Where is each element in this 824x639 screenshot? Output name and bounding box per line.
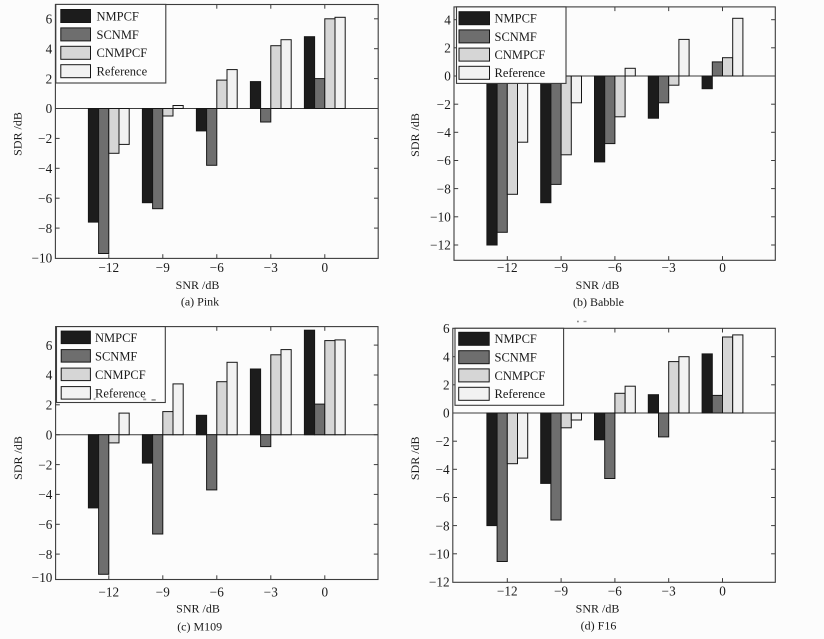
svg-text:−8: −8	[436, 518, 450, 533]
svg-text:CNMPCF: CNMPCF	[95, 368, 146, 382]
svg-text:−9: −9	[554, 260, 568, 275]
svg-text:4: 4	[444, 12, 451, 27]
svg-text:−3: −3	[662, 584, 676, 599]
svg-text:Reference: Reference	[495, 387, 546, 401]
svg-text:−6: −6	[210, 260, 224, 275]
svg-text:0: 0	[719, 260, 726, 275]
svg-text:−9: −9	[156, 260, 170, 275]
svg-text:−6: −6	[210, 585, 224, 600]
svg-text:CNMPCF: CNMPCF	[495, 369, 546, 383]
svg-text:−6: −6	[38, 517, 52, 532]
svg-text:CNMPCF: CNMPCF	[495, 48, 546, 62]
svg-text:−6: −6	[436, 490, 450, 505]
svg-text:2: 2	[46, 71, 53, 86]
svg-text:−2: −2	[437, 97, 451, 112]
svg-text:−6: −6	[38, 191, 52, 206]
svg-text:2: 2	[444, 41, 451, 56]
svg-text:−2: −2	[436, 434, 450, 449]
svg-text:−2: −2	[38, 457, 52, 472]
svg-text:0: 0	[444, 69, 451, 84]
svg-text:−12: −12	[429, 575, 450, 590]
svg-text:(d) F16: (d) F16	[581, 619, 617, 633]
svg-text:Reference: Reference	[95, 386, 146, 400]
svg-text:2: 2	[443, 378, 450, 393]
svg-text:0: 0	[719, 584, 726, 599]
svg-text:−8: −8	[437, 181, 451, 196]
svg-text:−10: −10	[430, 210, 451, 225]
svg-text:NMPCF: NMPCF	[495, 12, 537, 26]
svg-text:4: 4	[46, 368, 53, 383]
svg-text:−12: −12	[497, 584, 518, 599]
svg-text:−6: −6	[608, 584, 622, 599]
svg-text:4: 4	[443, 349, 450, 364]
svg-text:6: 6	[46, 12, 53, 27]
svg-text:−3: −3	[264, 260, 278, 275]
svg-text:6: 6	[443, 321, 450, 336]
svg-text:SDR /dB: SDR /dB	[11, 436, 25, 480]
svg-text:4: 4	[46, 41, 53, 56]
svg-text:−4: −4	[38, 161, 52, 176]
svg-text:Reference: Reference	[97, 65, 148, 79]
svg-text:−10: −10	[32, 251, 53, 266]
svg-text:SDR /dB: SDR /dB	[408, 113, 422, 157]
svg-text:SCNMF: SCNMF	[495, 351, 537, 365]
svg-text:NMPCF: NMPCF	[495, 332, 537, 346]
svg-text:SNR /dB: SNR /dB	[576, 278, 620, 292]
svg-text:−8: −8	[38, 547, 52, 562]
svg-text:Reference: Reference	[495, 66, 546, 80]
svg-text:SNR /dB: SNR /dB	[176, 602, 220, 616]
svg-text:−3: −3	[264, 585, 278, 600]
svg-text:−6: −6	[437, 153, 451, 168]
svg-text:−12: −12	[98, 585, 119, 600]
svg-text:0: 0	[46, 101, 53, 116]
svg-text:SDR /dB: SDR /dB	[408, 436, 422, 480]
svg-text:−9: −9	[554, 584, 568, 599]
svg-text:SNR /dB: SNR /dB	[576, 602, 620, 616]
svg-text:−10: −10	[32, 570, 53, 585]
svg-text:SCNMF: SCNMF	[495, 30, 537, 44]
svg-text:0: 0	[322, 585, 329, 600]
svg-text:SDR /dB: SDR /dB	[11, 112, 25, 156]
svg-text:2: 2	[46, 398, 53, 413]
svg-text:0: 0	[46, 427, 53, 442]
svg-text:6: 6	[46, 338, 53, 353]
svg-text:−4: −4	[437, 125, 451, 140]
svg-text:NMPCF: NMPCF	[95, 331, 137, 345]
svg-text:0: 0	[322, 260, 329, 275]
svg-text:−2: −2	[38, 131, 52, 146]
svg-text:−6: −6	[608, 260, 622, 275]
svg-text:0: 0	[443, 406, 450, 421]
svg-text:(c) M109: (c) M109	[177, 619, 222, 633]
svg-text:(a) Pink: (a) Pink	[181, 295, 219, 309]
svg-text:−12: −12	[497, 260, 518, 275]
svg-text:−3: −3	[662, 260, 676, 275]
svg-text:CNMPCF: CNMPCF	[97, 46, 148, 60]
svg-text:−10: −10	[429, 547, 450, 562]
svg-text:−9: −9	[156, 585, 170, 600]
svg-text:SNR /dB: SNR /dB	[176, 278, 220, 292]
svg-text:−4: −4	[38, 487, 52, 502]
svg-text:−12: −12	[98, 260, 119, 275]
svg-text:(b) Babble: (b) Babble	[573, 295, 624, 309]
svg-text:−4: −4	[436, 462, 450, 477]
svg-text:−8: −8	[38, 221, 52, 236]
svg-text:NMPCF: NMPCF	[97, 9, 139, 23]
svg-text:SCNMF: SCNMF	[97, 28, 139, 42]
svg-text:−12: −12	[430, 238, 451, 253]
svg-text:SCNMF: SCNMF	[95, 349, 137, 363]
